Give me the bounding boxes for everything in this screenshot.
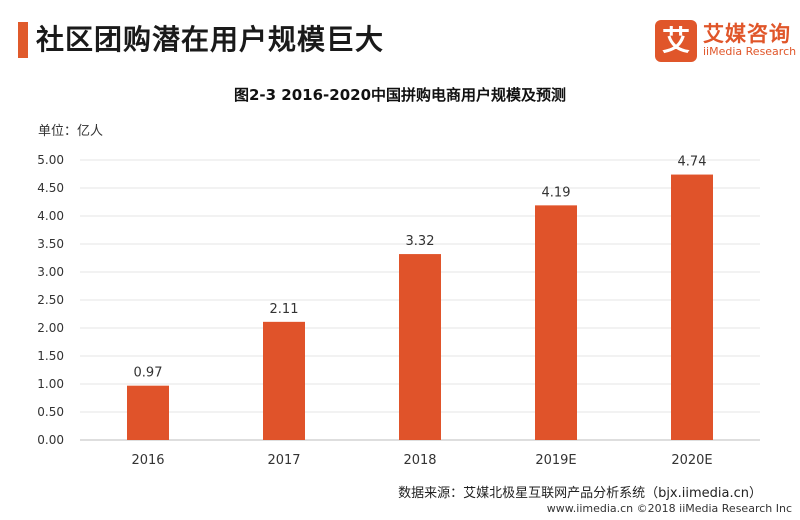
y-tick-label: 0.50: [37, 405, 64, 419]
y-tick-label: 1.50: [37, 349, 64, 363]
bar: [399, 254, 441, 440]
y-tick-label: 5.00: [37, 153, 64, 167]
unit-label: 单位：亿人: [38, 124, 104, 139]
y-tick-label: 2.50: [37, 293, 64, 307]
x-tick-label: 2019E: [535, 453, 576, 468]
bar: [263, 321, 305, 440]
bar-value-label: 3.32: [406, 234, 435, 249]
data-source: 数据来源：艾媒北极星互联网产品分析系统（bjx.iimedia.cn）: [398, 486, 762, 501]
bar-value-label: 0.97: [134, 366, 163, 381]
page-title: 社区团购潜在用户规模巨大: [36, 23, 385, 56]
bar-value-label: 4.19: [542, 185, 571, 200]
y-tick-label: 0.00: [37, 433, 64, 447]
x-tick-label: 2020E: [671, 453, 712, 468]
bar: [671, 174, 713, 440]
logo-subtitle: iiMedia Research: [703, 45, 797, 58]
y-tick-label: 4.50: [37, 181, 64, 195]
y-tick-label: 3.50: [37, 237, 64, 251]
y-tick-label: 3.00: [37, 265, 64, 279]
bar: [535, 205, 577, 440]
y-tick-label: 4.00: [37, 209, 64, 223]
chart-title: 图2-3 2016-2020中国拼购电商用户规模及预测: [233, 86, 567, 104]
y-tick-label: 2.00: [37, 321, 64, 335]
logo-name: 艾媒咨询: [703, 22, 791, 46]
header-accent-bar: [18, 22, 28, 58]
logo-mark-icon: 艾: [655, 20, 697, 62]
footer-copyright: www.iimedia.cn ©2018 iiMedia Research In…: [546, 502, 792, 515]
x-tick-label: 2016: [131, 453, 164, 468]
bar-value-label: 4.74: [678, 155, 707, 170]
bar-value-label: 2.11: [270, 302, 299, 317]
y-tick-label: 1.00: [37, 377, 64, 391]
brand-logo: 艾 艾媒咨询 iiMedia Research: [655, 18, 797, 66]
x-tick-label: 2017: [267, 453, 300, 468]
x-tick-label: 2018: [403, 453, 436, 468]
bar: [127, 385, 169, 440]
